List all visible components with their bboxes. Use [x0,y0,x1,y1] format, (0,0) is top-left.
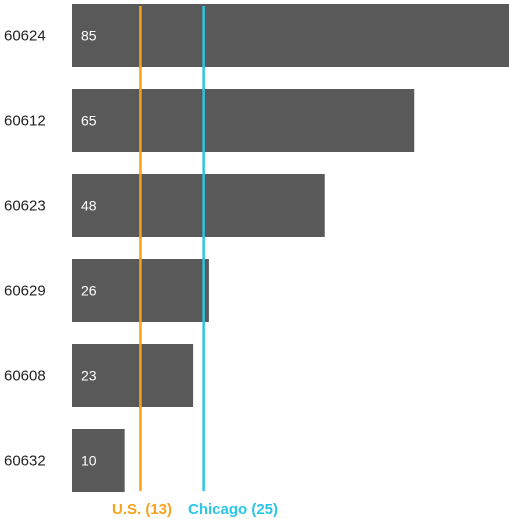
value-label-60632: 10 [81,453,97,469]
category-label-60612: 60612 [4,113,46,130]
chicago-reference-label: Chicago (25) [188,501,278,518]
category-label-60608: 60608 [4,368,46,385]
category-label-60624: 60624 [4,28,46,45]
reference-legend: U.S. (13) Chicago (25) [112,501,278,518]
category-label-60623: 60623 [4,198,46,215]
value-label-60608: 23 [81,368,97,384]
value-label-60612: 65 [81,113,97,129]
bar-60608 [72,344,194,407]
value-label-60624: 85 [81,28,97,44]
category-label-60632: 60632 [4,453,46,470]
reference-lines [139,6,205,491]
bars: 60624 85 60612 65 60623 48 60629 26 60608 23 60632… [4,4,509,492]
category-label-60629: 60629 [4,283,46,300]
us-reference-label: U.S. (13) [112,501,172,518]
value-label-60623: 48 [81,198,97,214]
bar-60632 [72,429,125,492]
value-label-60629: 26 [81,283,97,299]
bar-60623 [72,174,325,237]
bar-60624 [72,4,509,67]
bar-60612 [72,89,415,152]
